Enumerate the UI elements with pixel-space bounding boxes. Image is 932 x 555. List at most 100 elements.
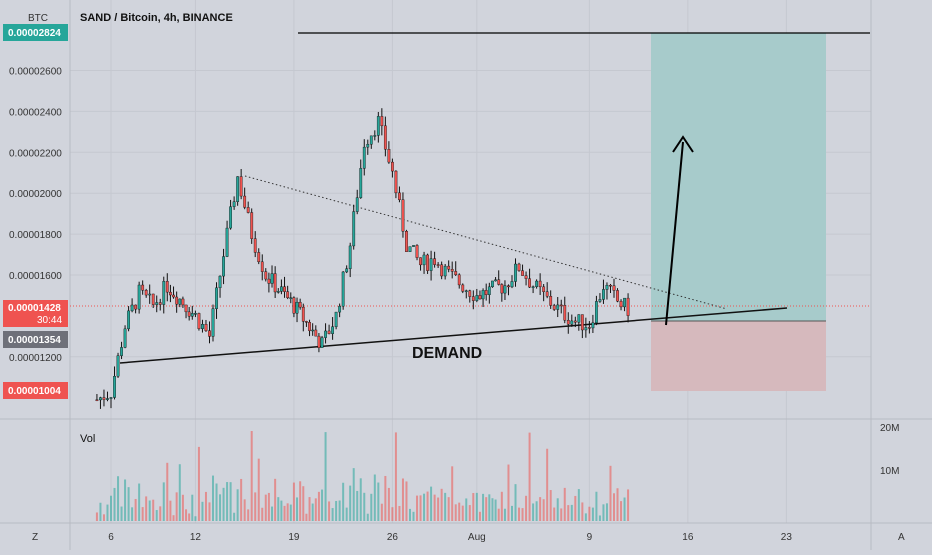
chart-title[interactable]: SAND / Bitcoin, 4h, BINANCE: [80, 12, 233, 24]
candle-body: [563, 305, 567, 321]
candle-body: [383, 125, 387, 150]
volume-bar: [539, 497, 542, 521]
candle-body: [545, 291, 549, 297]
candle-body: [218, 275, 222, 289]
volume-bar: [447, 497, 450, 521]
candle-body: [194, 313, 197, 315]
volume-bar: [185, 509, 188, 521]
volume-bar: [178, 464, 181, 521]
candle-body: [484, 290, 488, 295]
stop-tag-bg: [3, 382, 68, 399]
candle-body: [158, 302, 162, 305]
volume-bar: [623, 497, 626, 521]
candle-body: [436, 264, 440, 266]
volume-bar: [110, 495, 112, 521]
candle-body: [500, 284, 504, 294]
candle-body: [181, 298, 185, 306]
volume-bar: [528, 432, 531, 521]
volume-bar: [194, 516, 197, 521]
candle-body: [514, 263, 517, 282]
candle-body: [461, 284, 465, 292]
volume-title: Vol: [80, 433, 95, 445]
candle-body: [270, 273, 274, 284]
candle-body: [317, 335, 321, 348]
volume-bar: [302, 486, 305, 521]
price-axis[interactable]: 0.00002600 0.00002400 0.00002200 0.00002000…: [9, 67, 62, 364]
candle-body: [464, 290, 468, 292]
candle-body: [99, 397, 102, 401]
volume-bar: [598, 515, 601, 521]
volume-bar: [391, 507, 394, 521]
resistance-trendline[interactable]: [244, 175, 728, 310]
volume-bar: [138, 483, 141, 521]
candle-body: [301, 306, 305, 322]
breakout-arrow[interactable]: [665, 135, 694, 326]
auto-scale-a-button[interactable]: A: [898, 532, 905, 543]
candle-body: [616, 290, 619, 302]
candle-body: [433, 258, 437, 265]
stop-tag-text: 0.00001004: [8, 386, 61, 397]
candle-body: [517, 263, 521, 271]
candle-body: [440, 264, 444, 277]
volume-bar: [328, 501, 331, 521]
arrow-head: [672, 135, 694, 153]
time-axis[interactable]: 6 12 19 26 Aug 9 16 23: [108, 532, 792, 543]
volume-bar: [267, 492, 270, 521]
current-price-tag: 0.00001428 30:44: [3, 300, 68, 327]
candle-body: [549, 296, 553, 306]
volume-bar: [113, 487, 116, 521]
candle-body: [612, 285, 616, 291]
candle-body: [369, 135, 373, 145]
auto-scale-z-button[interactable]: Z: [32, 532, 38, 543]
candle-body: [376, 116, 380, 136]
volume-bar: [277, 497, 280, 521]
target-zone[interactable]: [651, 33, 826, 321]
candle-body: [141, 284, 145, 291]
candle-body: [144, 290, 148, 296]
candle-body: [415, 245, 419, 258]
price-tick-label: 0.00001800: [9, 230, 62, 241]
volume-bar: [605, 503, 608, 521]
volume-bar: [308, 497, 311, 521]
candle-body: [450, 269, 454, 272]
volume-bar: [458, 502, 461, 521]
candle-body: [454, 271, 458, 276]
candle-body: [113, 376, 116, 398]
price-tick-label: 0.00001200: [9, 353, 62, 364]
candle-body: [116, 355, 120, 377]
stop-zone[interactable]: [651, 321, 826, 391]
support-trendline[interactable]: [119, 307, 788, 364]
candle-body: [264, 271, 268, 280]
volume-bar: [208, 502, 211, 521]
candle-body: [577, 314, 581, 323]
volume-bar: [317, 491, 320, 521]
volume-bar: [514, 484, 517, 521]
volume-bar: [215, 483, 218, 521]
axis-currency: BTC: [28, 13, 48, 24]
volume-bar: [363, 492, 366, 521]
candle-body: [120, 347, 123, 356]
volume-bar: [475, 492, 478, 521]
candle-body: [201, 324, 204, 329]
volume-bar: [535, 501, 538, 521]
candle-body: [236, 176, 240, 202]
volume-bar: [289, 504, 292, 521]
volume-bar: [299, 481, 302, 521]
candle-body: [457, 274, 461, 286]
volume-bar: [181, 494, 184, 521]
candle-body: [429, 258, 433, 271]
volume-bar: [229, 482, 232, 521]
candle-body: [405, 231, 408, 252]
volume-bar: [134, 498, 137, 521]
candle-body: [289, 297, 293, 299]
price-tick-label: 0.00001600: [9, 271, 62, 282]
candle-body: [510, 281, 514, 288]
volume-bar: [271, 506, 274, 521]
volume-bar: [331, 508, 334, 521]
candle-body: [559, 304, 563, 307]
price-tick-label: 0.00002000: [9, 189, 62, 200]
volume-bar: [233, 512, 236, 521]
candle-body: [283, 286, 286, 292]
volume-bar: [359, 478, 362, 521]
volume-bar: [155, 510, 158, 521]
